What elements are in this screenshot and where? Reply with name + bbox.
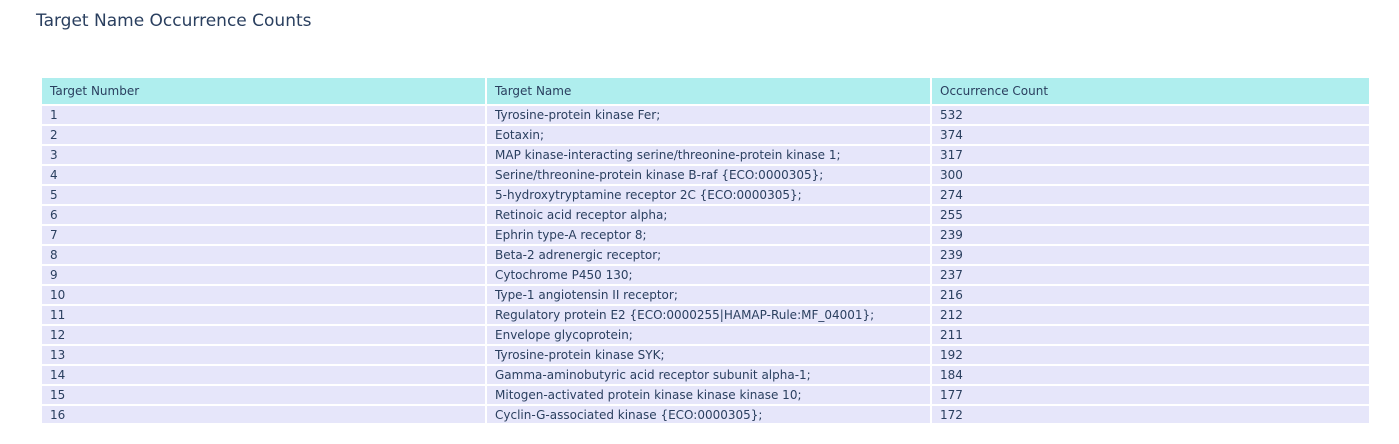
cell-target-name: Beta-2 adrenergic receptor;	[486, 245, 931, 265]
cell-occurrence-count: 239	[931, 225, 1375, 245]
cell-target-number: 13	[41, 345, 486, 365]
cell-target-name: Type-1 angiotensin II receptor;	[486, 285, 931, 305]
cell-target-name: Cyclin-G-associated kinase {ECO:0000305}…	[486, 405, 931, 423]
cell-target-number: 1	[41, 105, 486, 125]
cell-target-number: 2	[41, 125, 486, 145]
cell-occurrence-count: 216	[931, 285, 1375, 305]
table-row: 6 Retinoic acid receptor alpha; 255	[41, 205, 1375, 225]
cell-target-name: Eotaxin;	[486, 125, 931, 145]
cell-target-number: 6	[41, 205, 486, 225]
cell-occurrence-count: 192	[931, 345, 1375, 365]
data-table: Target Number Target Name Occurrence Cou…	[41, 77, 1375, 423]
cell-occurrence-count: 532	[931, 105, 1375, 125]
cell-target-number: 12	[41, 325, 486, 345]
cell-occurrence-count: 211	[931, 325, 1375, 345]
cell-target-number: 15	[41, 385, 486, 405]
table-row: 10 Type-1 angiotensin II receptor; 216	[41, 285, 1375, 305]
header-target-number: Target Number	[41, 77, 486, 105]
table-row: 11 Regulatory protein E2 {ECO:0000255|HAM…	[41, 305, 1375, 325]
cell-target-name: Serine/threonine-protein kinase B-raf {E…	[486, 165, 931, 185]
cell-target-number: 16	[41, 405, 486, 423]
cell-target-name: Tyrosine-protein kinase Fer;	[486, 105, 931, 125]
cell-target-name: MAP kinase-interacting serine/threonine-…	[486, 145, 931, 165]
cell-target-number: 4	[41, 165, 486, 185]
cell-target-number: 7	[41, 225, 486, 245]
cell-occurrence-count: 255	[931, 205, 1375, 225]
cell-target-number: 9	[41, 265, 486, 285]
table-row: 15 Mitogen-activated protein kinase kinas…	[41, 385, 1375, 405]
cell-target-number: 11	[41, 305, 486, 325]
cell-target-number: 3	[41, 145, 486, 165]
table-row: 1 Tyrosine-protein kinase Fer; 532	[41, 105, 1375, 125]
table-row: 14 Gamma-aminobutyric acid receptor subun…	[41, 365, 1375, 385]
cell-occurrence-count: 300	[931, 165, 1375, 185]
cell-target-name: Gamma-aminobutyric acid receptor subunit…	[486, 365, 931, 385]
table-row: 3 MAP kinase-interacting serine/threonine…	[41, 145, 1375, 165]
cell-target-name: Envelope glycoprotein;	[486, 325, 931, 345]
cell-occurrence-count: 177	[931, 385, 1375, 405]
table-row: 2 Eotaxin; 374	[41, 125, 1375, 145]
chart-title: Target Name Occurrence Counts	[36, 11, 312, 31]
cell-occurrence-count: 374	[931, 125, 1375, 145]
cell-target-number: 5	[41, 185, 486, 205]
cell-occurrence-count: 317	[931, 145, 1375, 165]
cell-occurrence-count: 212	[931, 305, 1375, 325]
table-row: 16 Cyclin-G-associated kinase {ECO:000030…	[41, 405, 1375, 423]
cell-occurrence-count: 184	[931, 365, 1375, 385]
cell-target-name: 5-hydroxytryptamine receptor 2C {ECO:000…	[486, 185, 931, 205]
cell-target-name: Ephrin type-A receptor 8;	[486, 225, 931, 245]
header-target-name: Target Name	[486, 77, 931, 105]
cell-target-number: 8	[41, 245, 486, 265]
table-row: 9 Cytochrome P450 130; 237	[41, 265, 1375, 285]
cell-occurrence-count: 274	[931, 185, 1375, 205]
cell-target-name: Mitogen-activated protein kinase kinase …	[486, 385, 931, 405]
cell-target-number: 14	[41, 365, 486, 385]
table-row: 13 Tyrosine-protein kinase SYK; 192	[41, 345, 1375, 365]
table-header-row: Target Number Target Name Occurrence Cou…	[41, 77, 1375, 105]
table-row: 7 Ephrin type-A receptor 8; 239	[41, 225, 1375, 245]
cell-occurrence-count: 237	[931, 265, 1375, 285]
cell-occurrence-count: 239	[931, 245, 1375, 265]
cell-occurrence-count: 172	[931, 405, 1375, 423]
cell-target-number: 10	[41, 285, 486, 305]
scroll-edge	[1369, 77, 1375, 423]
table-row: 4 Serine/threonine-protein kinase B-raf {…	[41, 165, 1375, 185]
cell-target-name: Regulatory protein E2 {ECO:0000255|HAMAP…	[486, 305, 931, 325]
table-row: 12 Envelope glycoprotein; 211	[41, 325, 1375, 345]
header-occurrence-count: Occurrence Count	[931, 77, 1375, 105]
cell-target-name: Cytochrome P450 130;	[486, 265, 931, 285]
table-row: 5 5-hydroxytryptamine receptor 2C {ECO:00…	[41, 185, 1375, 205]
cell-target-name: Retinoic acid receptor alpha;	[486, 205, 931, 225]
table-row: 8 Beta-2 adrenergic receptor; 239	[41, 245, 1375, 265]
cell-target-name: Tyrosine-protein kinase SYK;	[486, 345, 931, 365]
